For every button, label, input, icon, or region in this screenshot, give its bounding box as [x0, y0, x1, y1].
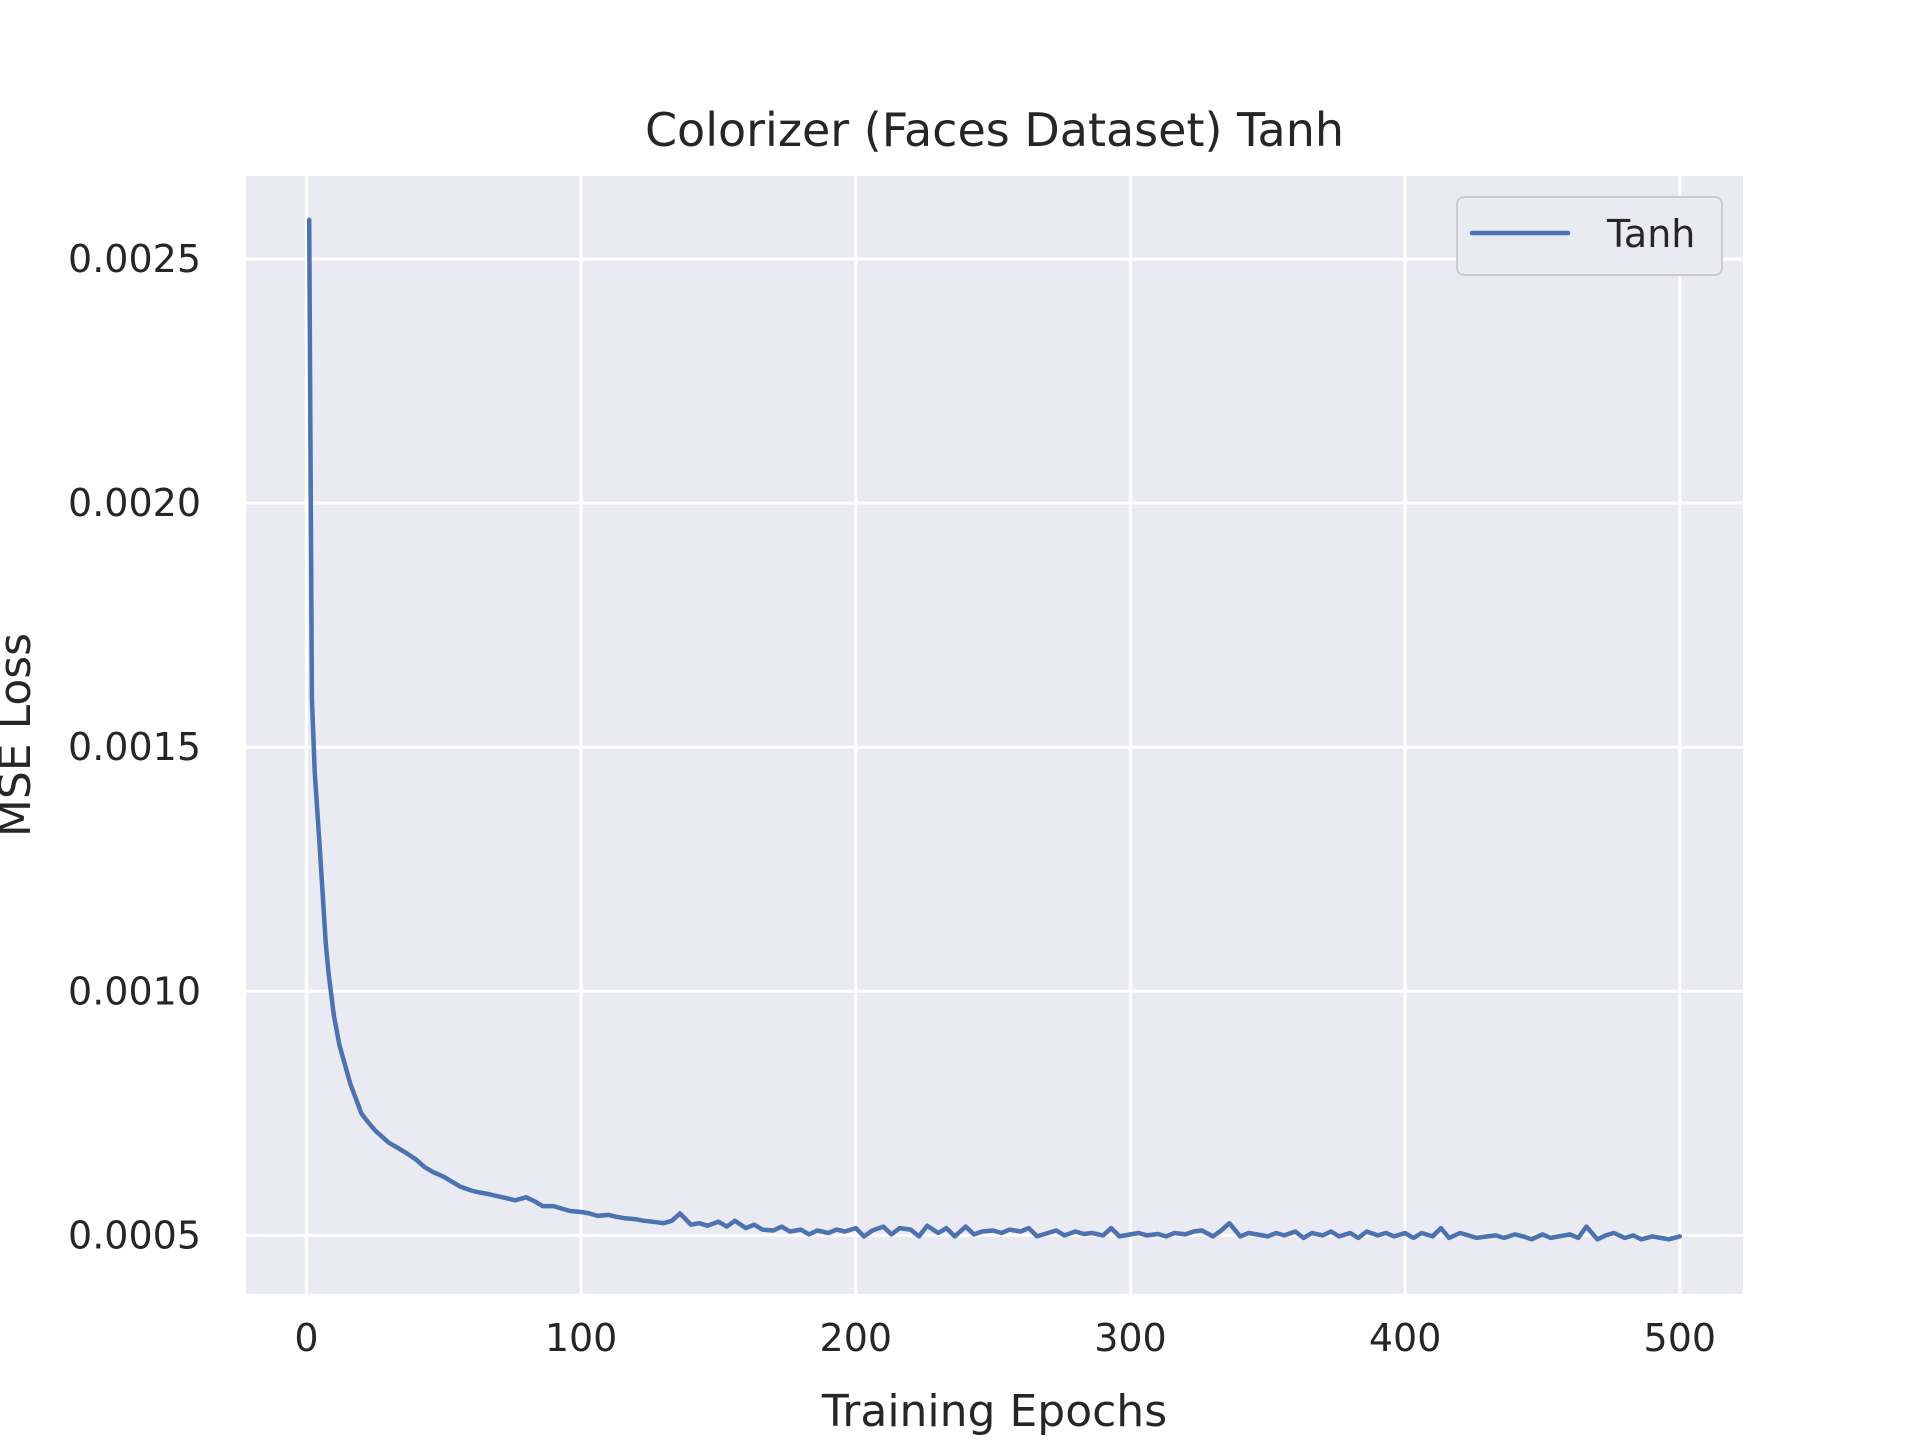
y-tick-label: 0.0005 [68, 1213, 201, 1257]
x-tick-label: 200 [820, 1316, 893, 1360]
x-tick-label: 100 [545, 1316, 618, 1360]
legend: Tanh [1456, 196, 1723, 276]
x-tick-label: 400 [1369, 1316, 1442, 1360]
x-tick-label: 500 [1644, 1316, 1717, 1360]
legend-box [1456, 196, 1723, 276]
y-tick-label: 0.0025 [68, 237, 201, 281]
grid [246, 176, 1743, 1294]
plot-background [246, 176, 1743, 1294]
chart-title: Colorizer (Faces Dataset) Tanh [645, 103, 1344, 157]
x-axis-label: Training Epochs [821, 1386, 1167, 1437]
y-tick-label: 0.0020 [68, 481, 201, 525]
y-tick-label: 0.0010 [68, 969, 201, 1013]
x-tick-label: 0 [294, 1316, 318, 1360]
legend-label-tanh: Tanh [1606, 212, 1695, 256]
y-tick-label: 0.0015 [68, 725, 201, 769]
tick-labels: 0 100 200 300 400 500 0.0005 0.0010 0.0015 0.0020… [68, 237, 1716, 1360]
y-axis-label: MSE Loss [0, 633, 41, 837]
series-line-tanh [306, 217, 1683, 1242]
x-tick-label: 300 [1094, 1316, 1167, 1360]
